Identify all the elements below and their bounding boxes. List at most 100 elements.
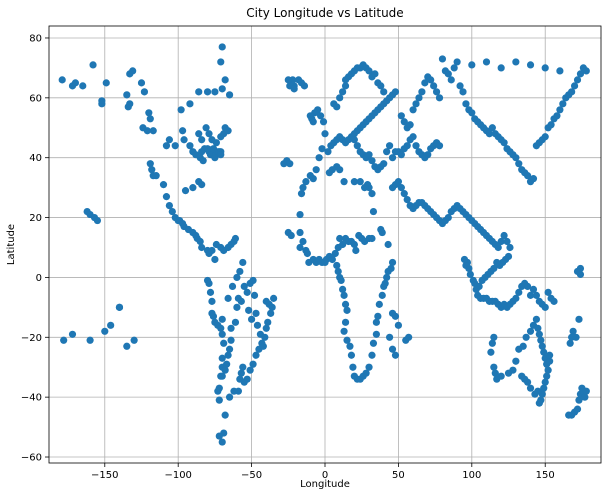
x-tick-label: −100 [164, 470, 191, 481]
city-point [546, 357, 554, 365]
city-point [369, 339, 378, 347]
city-point [218, 330, 226, 338]
city-point [550, 297, 558, 305]
city-point [497, 64, 505, 72]
x-tick-label: 100 [462, 470, 481, 481]
city-point [444, 213, 452, 222]
y-tick-label: 0 [36, 273, 42, 284]
city-point [261, 333, 269, 341]
city-point [171, 142, 179, 150]
city-point [328, 255, 336, 264]
city-point [388, 345, 397, 353]
city-point [145, 109, 153, 117]
city-point [315, 154, 323, 162]
city-point [512, 154, 520, 162]
city-point [178, 127, 187, 135]
city-point [415, 94, 423, 102]
city-point [491, 369, 499, 377]
city-point [252, 351, 260, 359]
city-point [268, 303, 276, 311]
city-point [218, 372, 226, 380]
city-point [412, 142, 420, 150]
city-point [523, 172, 532, 180]
city-point [198, 243, 206, 252]
city-point [60, 336, 68, 344]
city-point [237, 369, 245, 377]
city-point [397, 184, 405, 192]
city-point [394, 321, 403, 329]
city-point [159, 181, 168, 189]
city-point [286, 160, 294, 168]
city-point [340, 291, 348, 299]
city-point [478, 276, 486, 285]
city-point [259, 342, 267, 350]
city-point [512, 58, 520, 66]
city-point [198, 136, 206, 144]
city-point [400, 190, 408, 198]
city-point [362, 369, 370, 377]
city-point [140, 88, 149, 96]
city-point [526, 61, 535, 69]
city-point [519, 342, 527, 350]
city-point [490, 363, 498, 371]
x-tick-label: −50 [241, 470, 262, 481]
city-point [537, 336, 545, 344]
city-point [384, 240, 392, 249]
city-point [531, 390, 539, 398]
city-point [129, 67, 137, 75]
city-point [130, 336, 138, 344]
city-point [372, 330, 380, 338]
city-point [522, 333, 530, 341]
city-point [214, 387, 222, 395]
city-point [202, 124, 210, 132]
city-point [494, 243, 502, 252]
city-point [385, 333, 394, 341]
city-point [352, 246, 360, 255]
city-point [233, 303, 241, 311]
city-point [424, 151, 432, 159]
city-point [472, 285, 480, 293]
city-point [526, 327, 535, 335]
city-point [236, 375, 244, 383]
city-point [400, 118, 408, 126]
city-point [350, 136, 358, 144]
city-point [568, 88, 576, 96]
city-point [515, 288, 523, 296]
data-points [58, 43, 590, 446]
city-point [341, 300, 350, 308]
city-point [240, 282, 248, 291]
city-point [319, 118, 328, 126]
city-point [427, 76, 435, 84]
city-point [435, 94, 444, 102]
city-point [89, 61, 97, 69]
city-point [306, 112, 314, 120]
city-point [388, 154, 397, 162]
y-tick-label: −20 [21, 333, 42, 344]
city-point [509, 366, 517, 374]
city-point [299, 184, 307, 192]
city-point [544, 288, 552, 296]
city-point [397, 112, 405, 120]
y-tick-label: −60 [21, 453, 42, 464]
city-point [575, 315, 583, 323]
city-point [189, 184, 197, 192]
city-point [324, 148, 332, 156]
city-point [444, 70, 452, 78]
city-point [236, 267, 244, 276]
city-point [297, 190, 306, 198]
city-point [573, 76, 582, 84]
city-point [347, 351, 356, 359]
city-point [225, 393, 234, 401]
city-point [487, 348, 495, 356]
city-point [221, 411, 229, 419]
city-point [312, 166, 320, 174]
city-point [406, 121, 414, 129]
city-point [296, 243, 304, 252]
city-point [186, 142, 194, 150]
city-point [405, 333, 413, 341]
city-point [540, 384, 548, 392]
city-point [515, 160, 523, 168]
city-point [165, 201, 173, 210]
grid [49, 26, 601, 463]
